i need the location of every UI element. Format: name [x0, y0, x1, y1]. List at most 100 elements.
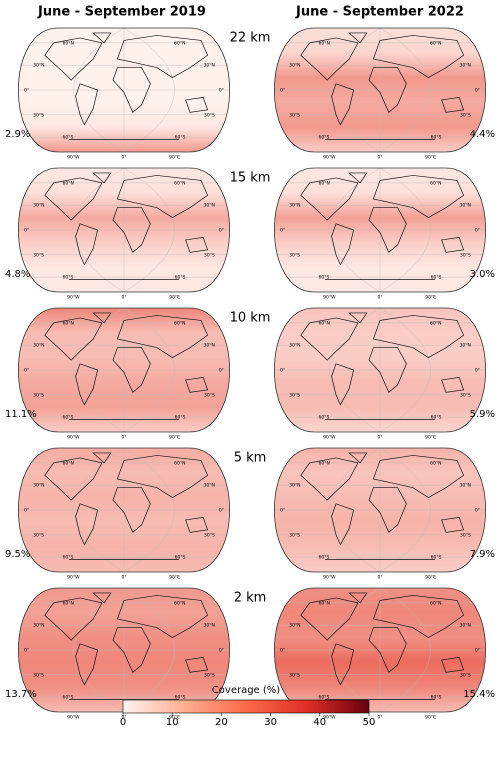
lon-label: 0°	[377, 155, 382, 161]
coastline	[372, 455, 465, 499]
lon-label: 0°	[121, 295, 126, 301]
lat-label: 30°N	[459, 623, 470, 629]
lat-label: 60°S	[175, 415, 186, 421]
coastline	[300, 597, 359, 641]
lat-label: 60°S	[63, 275, 74, 281]
map-outline	[274, 587, 486, 713]
coastline	[368, 627, 407, 673]
lon-label: 90°W	[323, 435, 336, 441]
lat-label: 60°S	[319, 275, 330, 281]
colorbar-tick-label: 30	[264, 717, 277, 728]
coverage-value: 5.9%	[470, 409, 495, 420]
lon-label: 90°W	[67, 295, 80, 301]
map-panel	[18, 308, 230, 432]
coastline	[75, 83, 99, 126]
lat-label: 60°S	[431, 555, 442, 561]
lat-label: 30°N	[289, 343, 300, 349]
lat-label: 0°	[219, 368, 224, 374]
lon-label: 90°E	[169, 715, 180, 721]
map-outline	[274, 307, 486, 433]
coastline	[185, 517, 209, 533]
lat-label: 30°S	[289, 252, 300, 258]
coverage-value: 9.5%	[5, 549, 30, 560]
lat-label: 30°N	[203, 203, 214, 209]
coastline	[116, 595, 209, 639]
map-panel	[274, 308, 486, 432]
coastline	[116, 175, 209, 219]
lat-label: 30°S	[204, 672, 215, 678]
lat-label: 60°S	[319, 135, 330, 141]
lat-label: 60°N	[319, 40, 330, 46]
lat-label: 30°N	[459, 203, 470, 209]
lat-label: 60°N	[174, 320, 185, 326]
lat-label: 30°S	[460, 532, 471, 538]
coastline	[116, 455, 209, 499]
lon-label: 0°	[121, 715, 126, 721]
lon-label: 90°E	[169, 155, 180, 161]
lat-label: 60°N	[174, 40, 185, 46]
coastline	[300, 177, 359, 221]
coastline	[300, 457, 359, 501]
coastline	[185, 237, 209, 253]
map-outline	[18, 167, 230, 293]
coastline	[92, 592, 112, 604]
map-panel	[18, 168, 230, 292]
coastline	[372, 315, 465, 359]
coastline	[92, 32, 112, 44]
lat-label: 60°N	[319, 460, 330, 466]
map-panel	[274, 28, 486, 152]
lat-label: 60°S	[431, 275, 442, 281]
coastline	[44, 177, 103, 221]
coastline	[112, 347, 151, 393]
lat-label: 60°S	[431, 415, 442, 421]
coastline	[75, 223, 99, 266]
lat-label: 30°N	[33, 343, 44, 349]
altitude-label: 5 km	[234, 451, 267, 466]
lat-label: 30°N	[289, 63, 300, 69]
lon-label: 90°W	[67, 715, 80, 721]
lat-label: 30°S	[460, 672, 471, 678]
lat-label: 60°N	[430, 600, 441, 606]
lat-label: 30°S	[289, 672, 300, 678]
lat-label: 60°N	[63, 460, 74, 466]
coastline	[368, 347, 407, 393]
map-panel	[274, 168, 486, 292]
coastline	[116, 35, 209, 79]
coastline	[348, 172, 368, 184]
lon-label: 90°E	[425, 575, 436, 581]
coverage-value: 7.9%	[470, 549, 495, 560]
lat-label: 30°N	[203, 343, 214, 349]
map-outline	[18, 307, 230, 433]
lon-label: 90°W	[323, 575, 336, 581]
lat-label: 60°S	[175, 275, 186, 281]
lon-label: 90°E	[169, 435, 180, 441]
coastline	[44, 597, 103, 641]
map-outline	[274, 27, 486, 153]
coastline	[368, 487, 407, 533]
lat-label: 60°S	[319, 555, 330, 561]
coastline	[300, 37, 359, 81]
lat-label: 60°N	[63, 180, 74, 186]
lat-label: 60°N	[430, 180, 441, 186]
lat-label: 0°	[219, 88, 224, 94]
map-outline	[18, 447, 230, 573]
lat-label: 60°N	[319, 180, 330, 186]
lat-label: 60°N	[430, 40, 441, 46]
lon-label: 90°E	[425, 715, 436, 721]
lat-label: 0°	[24, 88, 29, 94]
lat-label: 0°	[475, 88, 480, 94]
lat-label: 60°N	[63, 600, 74, 606]
colorbar-tick-label: 40	[313, 717, 326, 728]
lat-label: 30°N	[459, 483, 470, 489]
lat-label: 60°N	[174, 460, 185, 466]
lat-label: 60°S	[63, 695, 74, 701]
lon-label: 0°	[377, 295, 382, 301]
coverage-value: 2.9%	[5, 129, 30, 140]
lon-label: 0°	[377, 435, 382, 441]
altitude-label: 10 km	[230, 311, 271, 326]
coastline	[372, 35, 465, 79]
map-outline	[18, 27, 230, 153]
lat-label: 0°	[219, 508, 224, 514]
lon-label: 90°E	[425, 155, 436, 161]
lat-label: 60°S	[175, 695, 186, 701]
